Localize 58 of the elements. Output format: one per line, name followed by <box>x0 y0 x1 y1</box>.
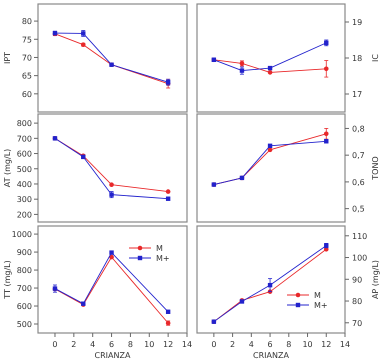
x-axis-title: CRIANZA <box>253 351 290 359</box>
y-tick-label: 700 <box>16 284 32 294</box>
y-axis-title: IPT <box>3 52 12 64</box>
y-tick-label: 600 <box>16 302 32 312</box>
x-tick-label: 8 <box>286 340 292 349</box>
x-tick-label: 4 <box>90 340 96 349</box>
y-axis-title: AT (mg/L) <box>3 148 12 188</box>
x-tick-label: 2 <box>230 340 236 349</box>
x-tick-label: 10 <box>302 340 313 349</box>
y2-axis-title: IC <box>371 54 380 62</box>
x-tick-label: 6 <box>109 340 114 349</box>
y-tick-label: 900 <box>16 248 32 258</box>
x-tick-label: 14 <box>340 340 350 349</box>
y-tick-label: 65 <box>22 72 32 81</box>
y2-tick-label: 80 <box>352 297 362 306</box>
legend-label: M <box>314 291 321 300</box>
y2-tick-label: 90 <box>352 275 362 284</box>
y-tick-label: 300 <box>16 195 32 204</box>
y-tick-label: 600 <box>16 150 32 159</box>
y-tick-label: 200 <box>16 210 32 220</box>
y2-tick-label: 0,8 <box>352 124 365 134</box>
y2-tick-label: 18 <box>352 54 362 63</box>
y2-tick-label: 0,5 <box>352 204 365 214</box>
y-tick-label: 80 <box>22 17 32 26</box>
y2-tick-label: 110 <box>352 232 368 241</box>
legend-label: M+ <box>156 254 170 263</box>
y-tick-label: 700 <box>16 134 32 144</box>
x-tick-label: 10 <box>144 340 154 349</box>
y2-tick-label: 100 <box>352 254 368 263</box>
x-tick-label: 4 <box>248 340 254 349</box>
y-tick-label: 500 <box>16 320 32 330</box>
y-tick-label: 400 <box>16 180 32 189</box>
y-tick-label: 70 <box>22 53 32 62</box>
y2-tick-label: 0,6 <box>352 178 365 187</box>
y2-tick-label: 0,7 <box>352 151 365 160</box>
x-tick-label: 0 <box>52 340 58 349</box>
x-tick-label: 12 <box>321 340 332 349</box>
y2-tick-label: 70 <box>352 318 362 328</box>
y-tick-label: 75 <box>22 35 32 44</box>
y2-tick-label: 17 <box>352 90 362 99</box>
legend-label: M+ <box>314 301 328 310</box>
y-tick-label: 60 <box>22 90 32 99</box>
y-tick-label: 800 <box>16 266 32 276</box>
y-tick-label: 800 <box>16 119 32 128</box>
x-tick-label: 0 <box>211 340 216 349</box>
y-axis-title: TT (mg/L) <box>3 260 12 300</box>
x-tick-label: 6 <box>268 340 273 349</box>
y2-axis-title: TONO <box>371 156 380 181</box>
y-tick-label: 500 <box>16 164 32 174</box>
x-tick-label: 14 <box>182 340 192 349</box>
x-tick-label: 2 <box>71 340 76 349</box>
y2-tick-label: 19 <box>352 18 362 27</box>
x-tick-label: 8 <box>128 340 133 349</box>
y2-axis-title: AP (mg/L) <box>371 260 380 300</box>
x-tick-label: 12 <box>163 340 174 349</box>
legend-label: M <box>156 244 163 253</box>
y-tick-label: 1000 <box>12 230 32 240</box>
x-axis-title: CRIANZA <box>94 351 131 359</box>
